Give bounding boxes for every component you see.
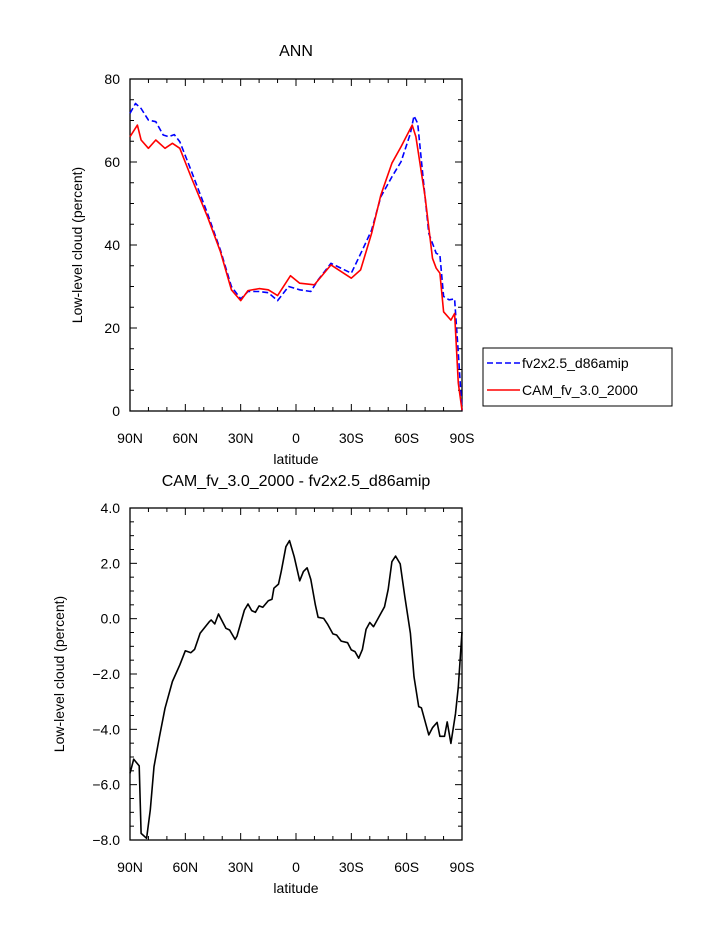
series-line-cam-fv-3-0-2000 (129, 124, 463, 411)
x-tick-label: 30N (228, 859, 254, 875)
x-tick-label: 0 (292, 859, 300, 875)
legend-label-cam: CAM_fv_3.0_2000 (522, 382, 638, 398)
top-title: ANN (279, 43, 313, 60)
bottom-xlabel: latitude (273, 880, 318, 896)
x-tick-label: 60S (394, 859, 419, 875)
x-tick-label: 60N (172, 859, 198, 875)
top-ylabel: Low-level cloud (percent) (69, 167, 85, 323)
x-tick-label: 60S (394, 430, 419, 446)
y-tick-label: 40 (104, 237, 120, 253)
x-tick-label: 30N (228, 430, 254, 446)
x-tick-label: 90N (117, 430, 143, 446)
y-tick-label: −2.0 (92, 666, 120, 682)
y-tick-label: −6.0 (92, 777, 120, 793)
plot-frame (129, 507, 463, 841)
bottom-panel-difference: CAM_fv_3.0_2000 - fv2x2.5_d86amip latitu… (51, 473, 474, 896)
x-tick-label: 30S (339, 859, 364, 875)
x-tick-label: 90N (117, 859, 143, 875)
series-line-difference (129, 539, 463, 840)
y-tick-label: 0.0 (101, 611, 121, 627)
series-line-fv2x2-5-d86amip (129, 102, 463, 411)
x-tick-label: 30S (339, 430, 364, 446)
y-tick-label: 80 (104, 71, 120, 87)
y-tick-label: −8.0 (92, 832, 120, 848)
x-tick-label: 90S (450, 430, 475, 446)
top-panel-cloud-fraction: ANN latitude Low-level cloud (percent) f… (69, 43, 673, 467)
legend: fv2x2.5_d86amip CAM_fv_3.0_2000 (482, 347, 673, 407)
x-tick-label: 0 (292, 430, 300, 446)
y-tick-label: 60 (104, 154, 120, 170)
x-tick-label: 60N (172, 430, 198, 446)
bottom-title: CAM_fv_3.0_2000 - fv2x2.5_d86amip (162, 473, 431, 490)
top-xlabel: latitude (273, 451, 318, 467)
legend-label-fv2x2.5: fv2x2.5_d86amip (522, 355, 629, 371)
bottom-ylabel: Low-level cloud (percent) (51, 596, 67, 752)
y-tick-label: 0 (112, 403, 120, 419)
plot-frame (129, 78, 463, 412)
y-tick-label: −4.0 (92, 721, 120, 737)
x-tick-label: 90S (450, 859, 475, 875)
legend-box (482, 347, 673, 407)
y-tick-label: 4.0 (101, 500, 121, 516)
y-tick-label: 20 (104, 320, 120, 336)
y-tick-label: 2.0 (101, 555, 121, 571)
